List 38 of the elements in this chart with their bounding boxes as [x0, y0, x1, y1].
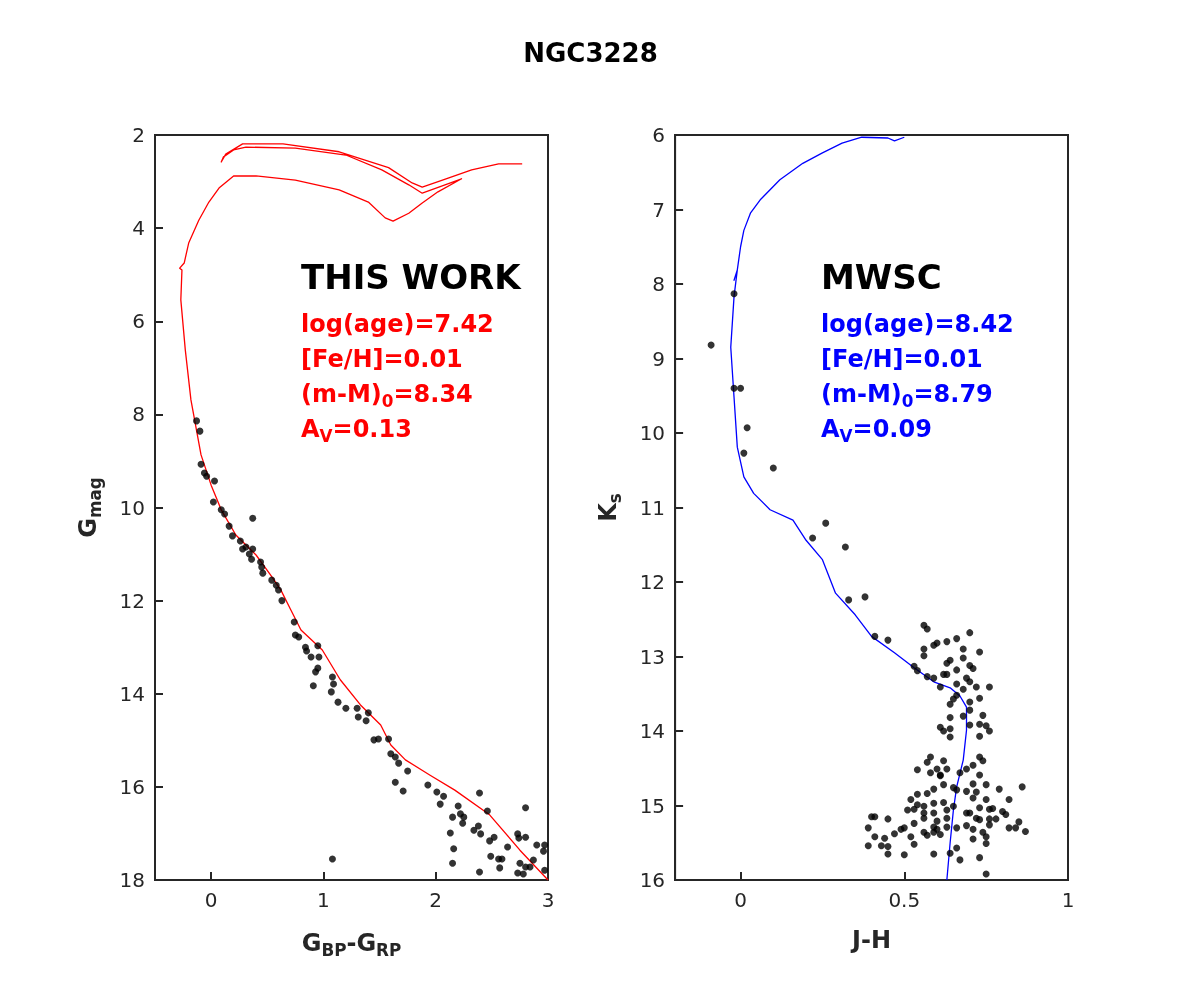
x-tick-label: 0 [204, 888, 218, 912]
y-tick-label: 6 [652, 123, 666, 147]
y-tick-label: 11 [639, 495, 666, 520]
y-tick-label: 16 [119, 774, 145, 799]
annotation: log(age)=7.42 [301, 310, 494, 338]
chart-title: NGC3228 [522, 38, 659, 68]
y-tick-label: 8 [132, 402, 145, 427]
x-tick-label: 1 [317, 888, 330, 912]
annotation: log(age)=8.42 [821, 310, 1014, 338]
y-tick-label: 15 [639, 793, 666, 818]
x-axis-title: J-H [850, 926, 892, 954]
x-tick-label: 0.5 [888, 888, 921, 912]
y-axis-title: Ks [594, 493, 625, 522]
annotation: [Fe/H]=0.01 [301, 345, 463, 373]
x-tick-label: 2 [429, 888, 443, 912]
y-tick-label: 8 [652, 272, 666, 296]
y-tick-label: 14 [639, 719, 666, 743]
line-series [179, 143, 549, 881]
y-tick-label: 13 [639, 644, 666, 669]
x-tick-label: 3 [541, 888, 555, 912]
x-tick-label: 1 [1061, 888, 1075, 912]
y-tick-label: 9 [652, 346, 666, 371]
y-tick-label: 14 [119, 681, 145, 706]
y-tick-label: 12 [639, 570, 666, 594]
y-tick-label: 12 [119, 588, 145, 613]
y-tick-label: 6 [132, 309, 145, 334]
y-tick-label: 2 [132, 123, 145, 147]
y-tick-label: 10 [119, 495, 145, 520]
y-tick-label: 10 [639, 421, 666, 445]
y-tick-label: 18 [119, 868, 145, 892]
annotation: MWSC [821, 257, 942, 297]
x-tick-label: 0 [734, 888, 747, 912]
y-axis-title: Gmag [73, 477, 105, 538]
y-tick-label: 7 [652, 197, 666, 222]
annotation: [Fe/H]=0.01 [821, 345, 983, 373]
y-tick-label: 16 [639, 868, 666, 892]
y-tick-label: 4 [132, 216, 145, 241]
annotation: THIS WORK [301, 257, 523, 297]
